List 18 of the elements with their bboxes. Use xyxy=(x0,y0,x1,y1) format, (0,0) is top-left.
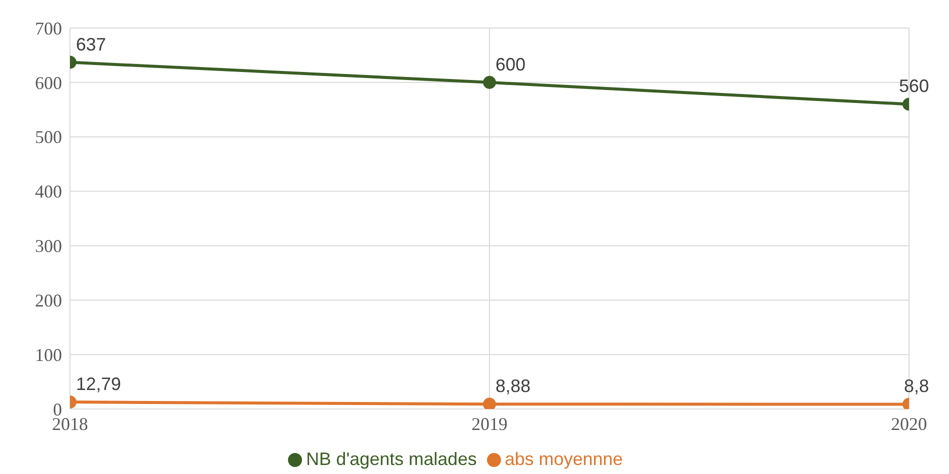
data-label: 637 xyxy=(76,34,106,54)
y-tick-label: 200 xyxy=(35,290,62,311)
x-tick-label: 2020 xyxy=(891,414,927,434)
y-tick-label: 100 xyxy=(35,344,62,365)
x-tick-label: 2019 xyxy=(472,414,508,434)
y-tick-label: 700 xyxy=(35,18,62,38)
legend-label: abs moyennne xyxy=(504,449,623,469)
data-label: 560 xyxy=(898,76,929,96)
y-tick-label: 300 xyxy=(35,236,62,256)
y-tick-label: 400 xyxy=(35,182,62,202)
data-label: 600 xyxy=(496,54,526,74)
y-tick-label: 500 xyxy=(35,127,62,148)
y-tick-label: 600 xyxy=(35,72,62,93)
data-label: 8,88 xyxy=(496,376,531,396)
y-tick-label: 0 xyxy=(53,399,62,420)
data-label: 8,8 xyxy=(904,376,929,396)
data-label: 12,79 xyxy=(76,374,122,394)
legend-label: NB d'agents malades xyxy=(306,449,477,469)
